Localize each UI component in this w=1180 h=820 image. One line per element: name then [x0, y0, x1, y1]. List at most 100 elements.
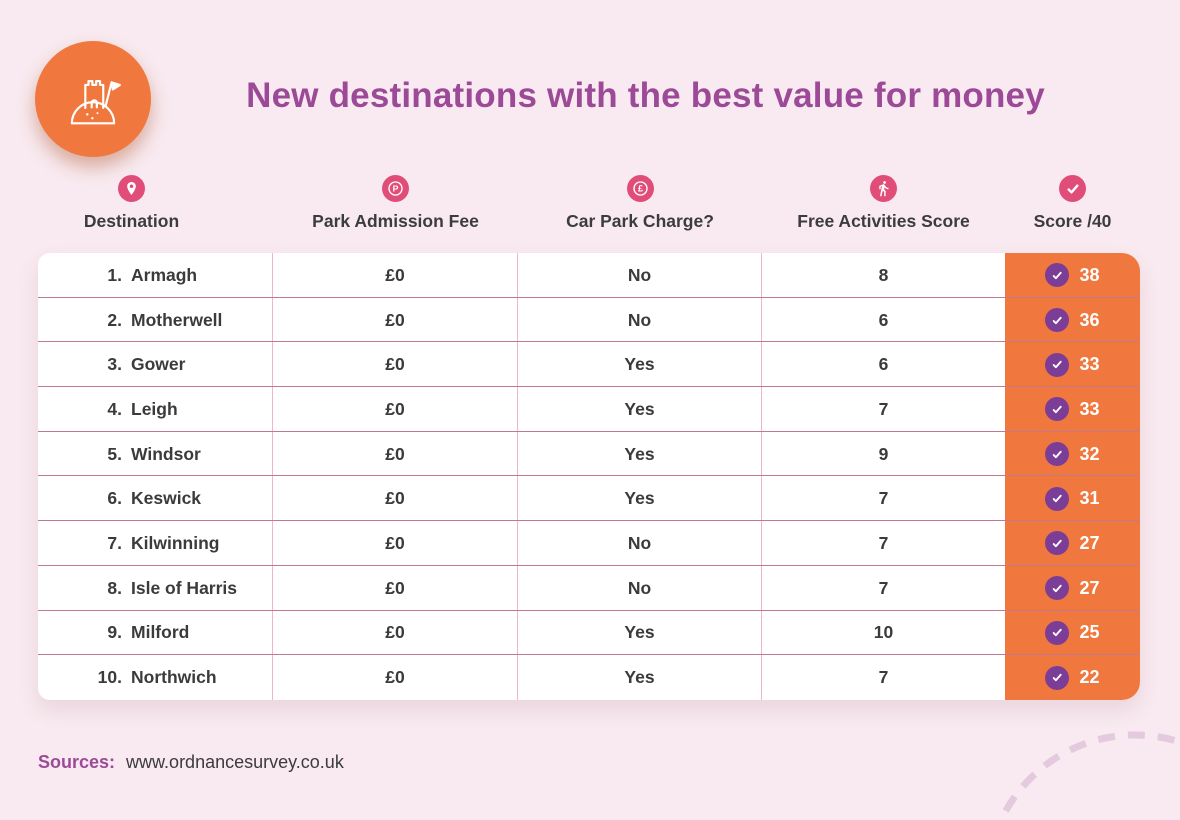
check-badge-icon: [1045, 397, 1070, 422]
score-cell: 32: [1005, 431, 1140, 477]
score-cell: 25: [1005, 610, 1140, 656]
destination-cell: 3. Gower: [38, 342, 273, 388]
page-title: New destinations with the best value for…: [246, 76, 1045, 115]
check-badge-icon: [1045, 576, 1070, 601]
score-value: 32: [1079, 443, 1100, 464]
rank-number: 1.: [107, 264, 122, 285]
score-value: 36: [1079, 309, 1100, 330]
table-row: 7. Kilwinning £0 No 7 27: [38, 521, 1140, 566]
table-row: 5. Windsor £0 Yes 9 32: [38, 431, 1140, 477]
destination-name: Gower: [131, 354, 186, 375]
column-header-destination: Destination: [14, 175, 249, 232]
check-badge-icon: [1045, 308, 1070, 333]
column-header-label: Car Park Charge?: [566, 211, 714, 231]
rank-number: 6.: [107, 488, 122, 509]
score-cell: 33: [1005, 387, 1140, 432]
parking-sign-icon: P: [382, 175, 409, 202]
svg-text:£: £: [637, 184, 642, 194]
park-admission-fee-cell: £0: [273, 253, 518, 298]
column-header-label: Score /40: [1033, 211, 1112, 231]
destination-name: Motherwell: [131, 309, 223, 330]
svg-text:P: P: [393, 184, 399, 194]
park-admission-fee-cell: £0: [273, 431, 518, 477]
score-cell: 36: [1005, 297, 1140, 343]
destination-name: Keswick: [131, 488, 202, 509]
column-header-score: Score /40: [1005, 175, 1140, 232]
car-park-charge-cell: Yes: [518, 655, 762, 700]
destination-name: Leigh: [131, 398, 178, 419]
score-value: 33: [1079, 398, 1100, 419]
rank-number: 10.: [97, 667, 122, 688]
rank-number: 5.: [107, 443, 122, 464]
car-park-charge-cell: No: [518, 521, 762, 566]
column-header-label: Destination: [83, 211, 180, 231]
free-activities-score-cell: 6: [878, 309, 889, 330]
destination-cell: 2. Motherwell: [38, 297, 273, 343]
table-header-row: Destination P Park Admission Fee £ Car P…: [38, 175, 1140, 232]
sandcastle-icon: [35, 41, 151, 157]
destination-cell: 10. Northwich: [38, 655, 273, 700]
destination-cell: 4. Leigh: [38, 387, 273, 432]
destination-name: Northwich: [131, 667, 217, 688]
column-header-label: Free Activities Score: [797, 211, 970, 231]
car-park-charge-cell: Yes: [518, 431, 762, 477]
table-row: 3. Gower £0 Yes 6 33: [38, 342, 1140, 388]
car-park-charge-cell: Yes: [518, 476, 762, 522]
score-cell: 27: [1005, 521, 1140, 566]
page-header: New destinations with the best value for…: [35, 40, 1140, 158]
check-badge-icon: [1045, 531, 1070, 556]
score-value: 38: [1079, 264, 1100, 285]
car-park-charge-cell: Yes: [518, 342, 762, 388]
dashed-circle-decoration: [997, 731, 1180, 820]
table-row: 2. Motherwell £0 No 6 36: [38, 297, 1140, 343]
sources-label: Sources:: [38, 752, 116, 772]
destination-name: Kilwinning: [131, 532, 220, 553]
check-badge-icon: [1045, 352, 1070, 377]
park-admission-fee-cell: £0: [273, 655, 518, 700]
rank-number: 4.: [107, 398, 122, 419]
park-admission-fee-cell: £0: [273, 387, 518, 432]
score-value: 25: [1079, 622, 1100, 643]
park-admission-fee-cell: £0: [273, 521, 518, 566]
car-park-charge-cell: Yes: [518, 610, 762, 656]
car-park-charge-cell: No: [518, 565, 762, 611]
destination-name: Windsor: [131, 443, 201, 464]
free-activities-score-cell: 7: [878, 667, 889, 688]
free-activities-score-cell: 10: [873, 622, 894, 643]
column-header-label: Park Admission Fee: [312, 211, 479, 231]
destination-cell: 6. Keswick: [38, 476, 273, 522]
score-value: 27: [1079, 532, 1100, 553]
table-row: 4. Leigh £0 Yes 7 33: [38, 387, 1140, 432]
park-admission-fee-cell: £0: [273, 342, 518, 388]
table-row: 1. Armagh £0 No 8 38: [38, 253, 1140, 298]
table-row: 9. Milford £0 Yes 10 25: [38, 610, 1140, 656]
destination-cell: 5. Windsor: [38, 431, 273, 477]
column-header-park-admission-fee: P Park Admission Fee: [273, 175, 518, 232]
walking-person-icon: [870, 175, 897, 202]
check-circle-icon: [1059, 175, 1086, 202]
score-cell: 27: [1005, 565, 1140, 611]
park-admission-fee-cell: £0: [273, 565, 518, 611]
sources-url: www.ordnancesurvey.co.uk: [126, 752, 344, 772]
score-cell: 22: [1005, 655, 1140, 700]
score-value: 27: [1079, 577, 1100, 598]
rank-number: 9.: [107, 622, 122, 643]
score-value: 22: [1079, 667, 1100, 688]
check-badge-icon: [1045, 263, 1070, 288]
score-cell: 38: [1005, 253, 1140, 298]
check-badge-icon: [1045, 486, 1070, 511]
park-admission-fee-cell: £0: [273, 610, 518, 656]
score-value: 31: [1079, 488, 1100, 509]
free-activities-score-cell: 7: [878, 532, 889, 553]
free-activities-score-cell: 7: [878, 488, 889, 509]
park-admission-fee-cell: £0: [273, 297, 518, 343]
destination-cell: 9. Milford: [38, 610, 273, 656]
destination-cell: 1. Armagh: [38, 253, 273, 298]
destination-cell: 8. Isle of Harris: [38, 565, 273, 611]
free-activities-score-cell: 6: [878, 354, 889, 375]
destination-cell: 7. Kilwinning: [38, 521, 273, 566]
destination-name: Isle of Harris: [131, 577, 238, 598]
table-row: 6. Keswick £0 Yes 7 31: [38, 476, 1140, 522]
destination-name: Milford: [131, 622, 190, 643]
rank-number: 2.: [107, 309, 122, 330]
